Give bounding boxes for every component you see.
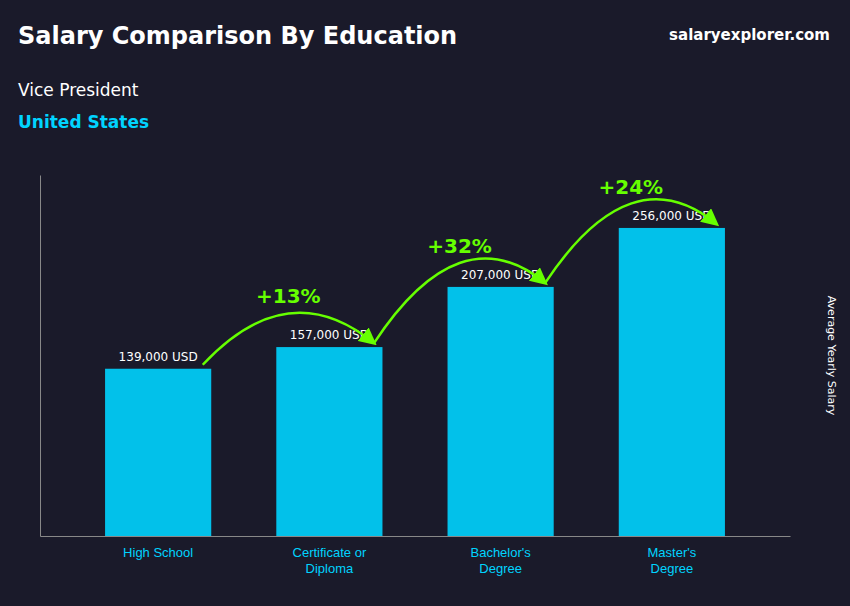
change-arrow: [545, 199, 716, 283]
bar: [276, 347, 382, 536]
change-arrow: [374, 258, 545, 343]
data-label: 139,000 USD: [119, 350, 198, 364]
bars: [105, 228, 725, 536]
x-tick: Master'sDegree: [647, 545, 696, 576]
x-axis: High School Certificate orDiploma Bachelor…: [41, 537, 791, 576]
bar: [105, 369, 211, 536]
site-name: salaryexplorer.com: [669, 26, 830, 44]
plot: High School Certificate orDiploma Bachelor…: [41, 175, 791, 576]
y-axis-title: Average Yearly Salary: [825, 296, 838, 416]
change-label: +13%: [256, 284, 321, 308]
x-tick-label: Certificate orDiploma: [293, 545, 367, 576]
y-axis-line: [40, 176, 41, 537]
chart: Salary Comparison By Education Vice Presi…: [0, 0, 850, 606]
change-arrows: +13% +32% +24%: [203, 175, 717, 365]
x-tick-label: High School: [123, 545, 193, 560]
x-tick-label: Bachelor'sDegree: [470, 545, 531, 576]
x-tick: High School: [123, 545, 193, 560]
change-label: +32%: [427, 234, 492, 258]
data-labels: 139,000 USD157,000 USD207,000 USD256,000…: [119, 209, 712, 364]
title: Salary Comparison By Education: [18, 22, 457, 50]
background: [0, 0, 850, 606]
x-tick: Bachelor'sDegree: [470, 545, 531, 576]
subtitle: Vice President: [18, 80, 139, 100]
country: United States: [18, 112, 149, 132]
x-tick-label: Master'sDegree: [647, 545, 696, 576]
y-axis: [40, 176, 41, 537]
change-arrow: [203, 313, 374, 365]
x-axis-line: [41, 536, 791, 537]
bar: [619, 228, 725, 536]
x-tick: Certificate orDiploma: [293, 545, 367, 576]
bar: [448, 287, 554, 536]
change-label: +24%: [599, 175, 664, 199]
